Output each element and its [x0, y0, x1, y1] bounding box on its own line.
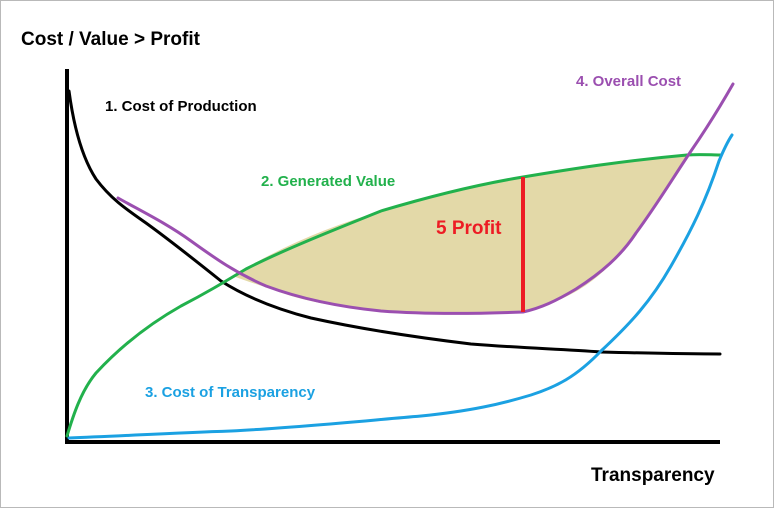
generated-value-label: 2. Generated Value	[261, 173, 395, 190]
overall-cost-curve	[116, 82, 735, 315]
x-axis-title: Transparency	[591, 465, 715, 486]
generated-value-curve	[65, 153, 722, 438]
overall-cost-label: 4. Overall Cost	[576, 73, 681, 90]
cost-of-transparency-curve	[67, 133, 734, 440]
y-axis-title: Cost / Value > Profit	[21, 29, 201, 50]
cost-of-transparency-label: 3. Cost of Transparency	[145, 384, 316, 401]
profit-area	[233, 155, 687, 314]
profit-label: 5 Profit	[436, 218, 502, 239]
cost-of-production-curve	[67, 89, 722, 356]
cost-of-production-label: 1. Cost of Production	[105, 98, 257, 115]
